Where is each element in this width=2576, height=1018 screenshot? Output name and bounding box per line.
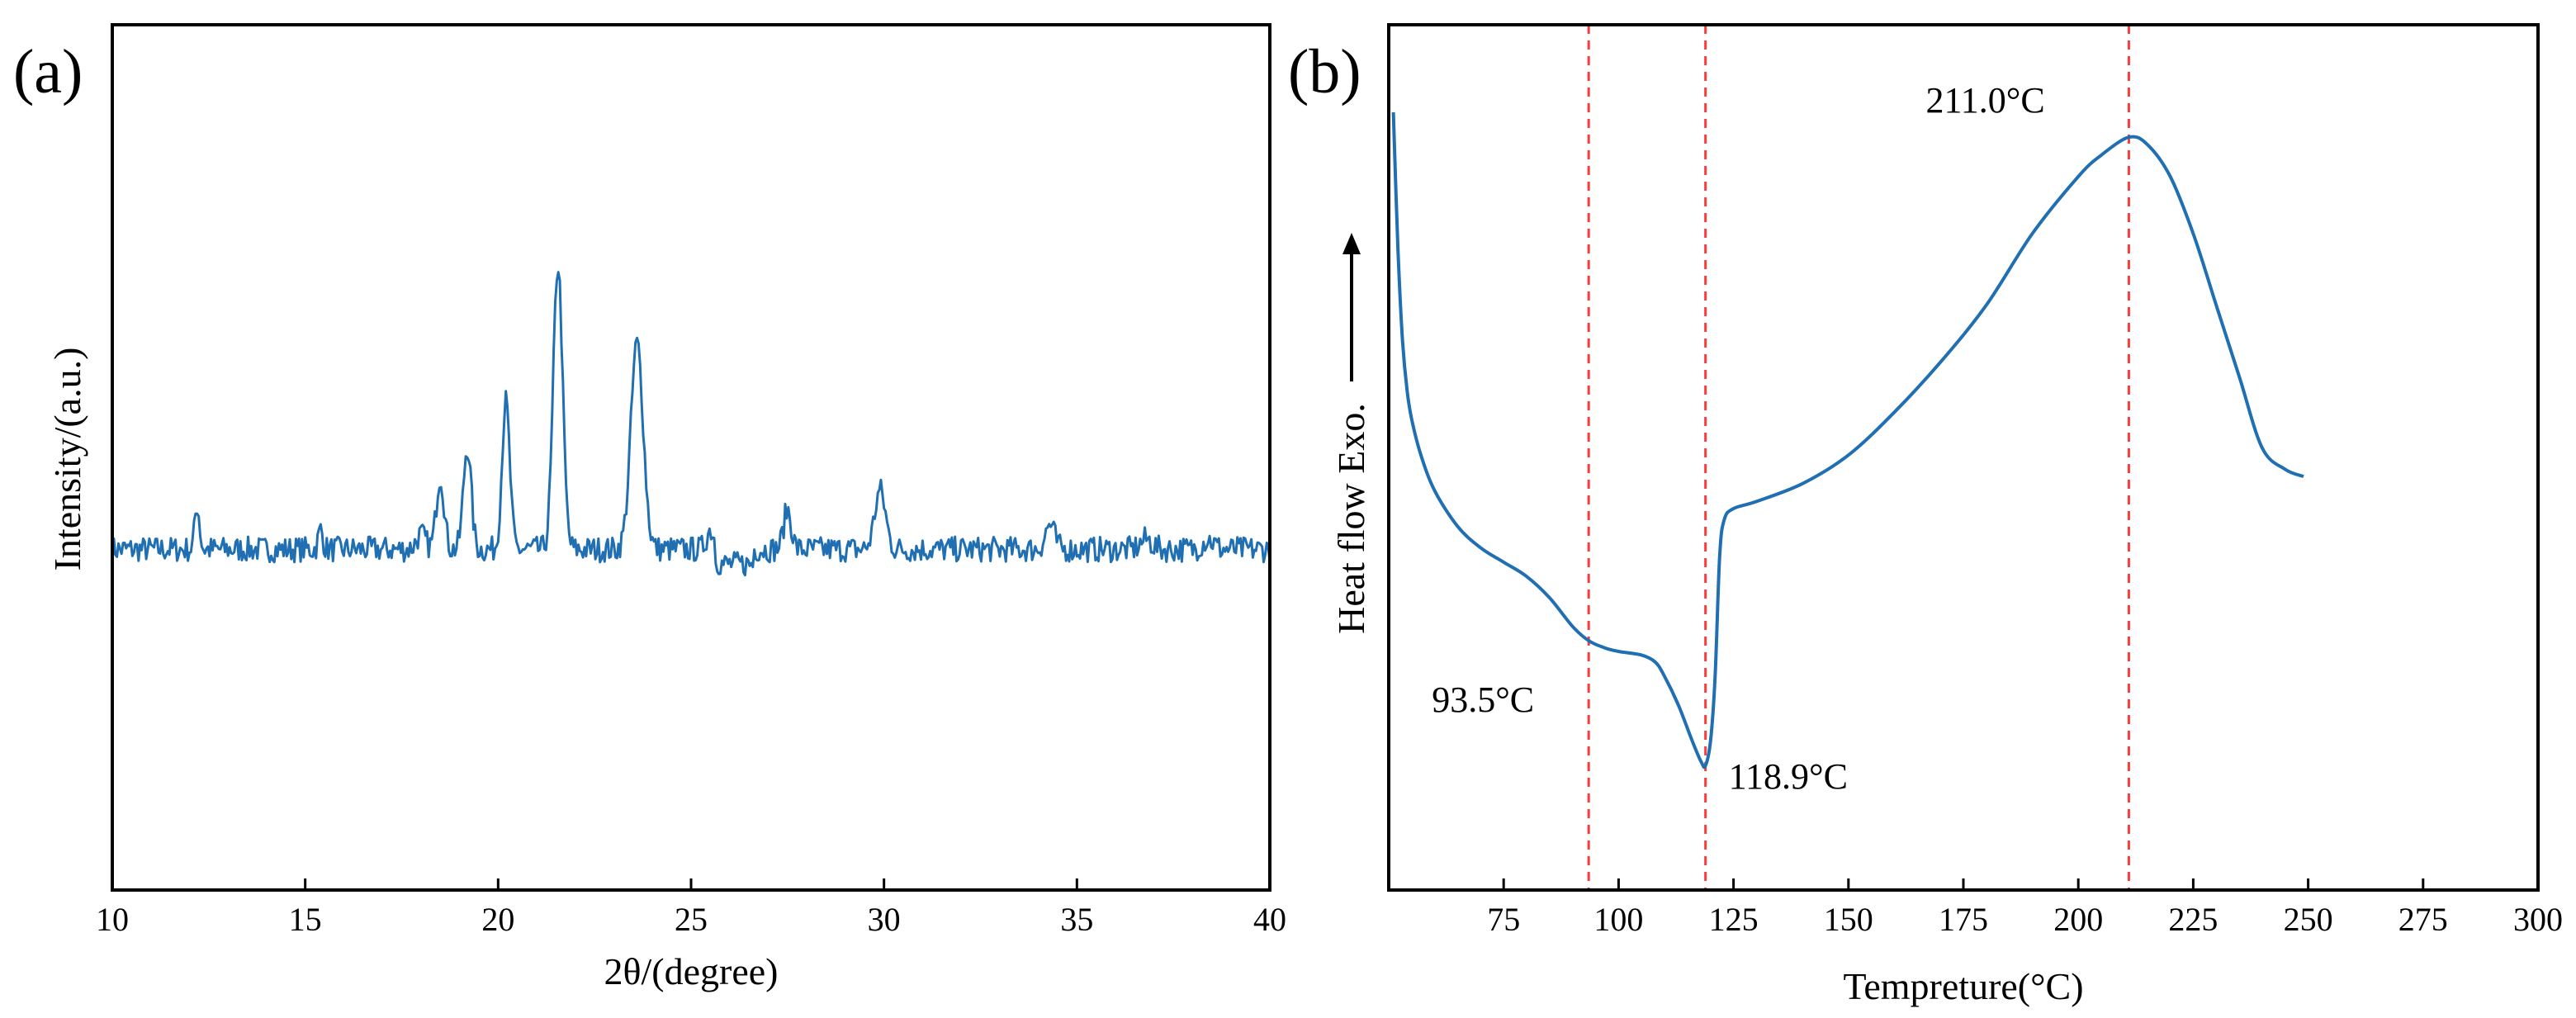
panel-b-x-tick-label: 200 [2053,901,2103,938]
panel-a-x-tick-label: 25 [675,901,708,938]
peak-annotation: 93.5°C [1432,679,1534,720]
panel-b-x-tick-label: 225 [2168,901,2218,938]
xrd-curve-group [111,271,1271,577]
panel-a-x-axis-title: 2θ/(degree) [604,950,778,992]
panel-b-x-tick-label: 150 [1824,901,1873,938]
panel-b-x-axis-title: Tempreture(°C) [1843,965,2083,1007]
panel-b-x-tick-label: 250 [2284,901,2333,938]
panel-a-x-tick-label: 40 [1253,901,1286,938]
panel-b-x-tick-label: 75 [1487,901,1520,938]
panel-b-x-tick-label: 300 [2513,901,2563,938]
heat-flow-arrow-icon [1342,233,1361,381]
panel-b-x-tick-label: 175 [1939,901,1988,938]
peak-annotation: 211.0°C [1925,80,2044,121]
dsc-series-line [1391,111,2304,769]
panel-a-x-tick-label: 35 [1060,901,1093,938]
panel-b: (b) 75 100 125 150 175 200 225 250 275 300 93.5°C… [1288,23,2563,1007]
panel-a-x-tick-label: 20 [481,901,514,938]
panel-a-x-ticks: 10 15 20 25 30 35 40 [96,878,1286,938]
annotations: 93.5°C 118.9°C 211.0°C [1432,80,2045,797]
panel-a-plot-frame [111,23,1271,892]
panel-a-label: (a) [13,37,83,107]
panel-a-x-tick-label: 15 [289,901,322,938]
reference-lines [1587,25,2130,890]
panel-b-label: (b) [1288,37,1361,107]
panel-b-x-ticks: 75 100 125 150 175 200 225 250 275 300 [1487,878,2563,938]
xrd-series-line [111,271,1271,577]
dsc-curve-group [1391,111,2304,769]
peak-annotation: 118.9°C [1729,756,1848,797]
panel-b-x-tick-label: 100 [1593,901,1643,938]
panel-a: (a) 10 15 20 25 30 35 40 2θ/(degree) Intensity… [13,23,1286,992]
panel-b-plot-frame [1387,23,2540,892]
panel-a-x-tick-label: 30 [868,901,901,938]
panel-a-y-axis-title: Intensity/(a.u.) [46,348,88,571]
panel-b-x-tick-label: 125 [1709,901,1759,938]
panel-b-x-tick-label: 275 [2398,901,2448,938]
panel-a-x-tick-label: 10 [96,901,129,938]
panel-b-y-axis-title: Heat flow Exo. [1330,403,1372,634]
